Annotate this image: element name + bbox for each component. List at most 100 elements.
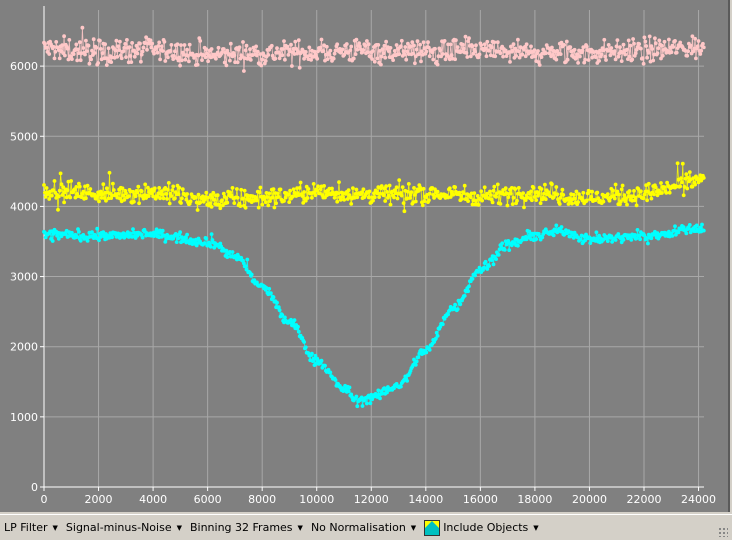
data-point-0-332 bbox=[331, 56, 336, 61]
data-point-2-158 bbox=[180, 235, 184, 240]
chevron-down-icon: ▼ bbox=[410, 524, 417, 532]
data-point-1-413 bbox=[402, 209, 407, 214]
data-point-0-698 bbox=[651, 58, 656, 63]
data-point-1-411 bbox=[400, 185, 405, 190]
data-point-0-116 bbox=[143, 41, 148, 45]
data-point-0-558 bbox=[529, 44, 533, 49]
data-point-1-250 bbox=[260, 202, 265, 207]
data-point-2-238 bbox=[249, 272, 254, 277]
data-point-2-587 bbox=[554, 223, 559, 228]
data-point-1-364 bbox=[359, 190, 364, 195]
data-point-2-184 bbox=[202, 241, 207, 246]
data-point-0-575 bbox=[543, 51, 548, 56]
data-point-0-104 bbox=[132, 54, 137, 59]
data-point-1-79 bbox=[111, 181, 115, 186]
data-point-0-391 bbox=[383, 55, 388, 60]
data-point-0-639 bbox=[599, 52, 604, 57]
data-point-2-556 bbox=[527, 229, 532, 234]
data-point-0-300 bbox=[303, 50, 308, 54]
data-point-0-427 bbox=[414, 47, 419, 52]
data-point-1-376 bbox=[370, 195, 374, 200]
data-point-0-611 bbox=[575, 52, 580, 56]
data-point-2-309 bbox=[311, 356, 316, 361]
data-point-0-77 bbox=[109, 60, 114, 64]
data-point-1-531 bbox=[505, 203, 510, 208]
data-point-2-513 bbox=[489, 258, 494, 262]
data-point-1-53 bbox=[88, 187, 93, 191]
data-point-1-127 bbox=[152, 186, 157, 191]
x-tick-label-9: 18000 bbox=[517, 493, 552, 506]
data-point-1-501 bbox=[479, 189, 484, 194]
data-point-1-469 bbox=[451, 192, 456, 197]
data-point-0-23 bbox=[62, 34, 66, 39]
data-point-0-100 bbox=[129, 60, 134, 64]
data-point-1-426 bbox=[413, 199, 418, 204]
data-point-0-505 bbox=[482, 42, 487, 47]
data-point-1-75 bbox=[107, 170, 112, 175]
data-point-0-267 bbox=[275, 46, 279, 51]
data-point-1-395 bbox=[386, 193, 391, 198]
data-point-0-65 bbox=[98, 47, 103, 51]
data-point-2-154 bbox=[176, 236, 181, 241]
filter-dropdown[interactable]: LP Filter ▼ bbox=[0, 517, 62, 539]
data-point-1-410 bbox=[399, 193, 404, 198]
data-point-0-632 bbox=[593, 55, 598, 59]
data-point-1-402 bbox=[392, 188, 397, 193]
data-point-1-523 bbox=[498, 202, 503, 206]
data-point-2-370 bbox=[365, 401, 369, 406]
data-point-1-155 bbox=[177, 185, 182, 190]
data-point-1-559 bbox=[530, 198, 534, 203]
binning-dropdown[interactable]: Binning 32 Frames ▼ bbox=[186, 517, 307, 539]
normalisation-dropdown[interactable]: No Normalisation ▼ bbox=[307, 517, 420, 539]
data-point-1-201 bbox=[217, 202, 222, 207]
data-point-1-199 bbox=[215, 193, 220, 198]
y-tick-label-4: 4000 bbox=[10, 200, 38, 213]
data-point-1-750 bbox=[696, 180, 701, 185]
data-point-2-359 bbox=[355, 404, 360, 409]
data-point-1-330 bbox=[330, 186, 334, 191]
data-point-1-549 bbox=[521, 191, 525, 196]
data-point-0-55 bbox=[90, 48, 94, 53]
plot-area[interactable]: 0 2000 4000 6000 8000 10000 12000 14000 16000 180… bbox=[0, 0, 730, 512]
data-point-1-632 bbox=[593, 198, 598, 203]
data-point-0-58 bbox=[92, 51, 97, 55]
data-point-2-334 bbox=[333, 378, 338, 382]
data-point-0-506 bbox=[483, 46, 488, 51]
data-point-1-188 bbox=[206, 195, 211, 200]
data-point-2-756 bbox=[701, 228, 706, 233]
data-point-1-587 bbox=[554, 185, 559, 189]
include-objects-dropdown[interactable]: Include Objects ▼ bbox=[420, 517, 543, 539]
data-point-1-69 bbox=[102, 196, 107, 200]
data-point-0-228 bbox=[241, 40, 245, 44]
data-point-1-442 bbox=[427, 191, 432, 196]
data-point-1-311 bbox=[313, 193, 318, 198]
data-point-0-513 bbox=[489, 45, 494, 50]
data-point-1-679 bbox=[634, 203, 639, 208]
data-point-1-605 bbox=[570, 201, 574, 206]
data-point-0-320 bbox=[321, 49, 326, 53]
data-point-2-260 bbox=[269, 291, 273, 296]
data-point-0-265 bbox=[273, 56, 278, 61]
data-point-1-478 bbox=[459, 193, 464, 198]
data-point-1-726 bbox=[675, 161, 680, 166]
data-point-2-298 bbox=[302, 340, 306, 344]
mode-dropdown[interactable]: Signal-minus-Noise ▼ bbox=[62, 517, 186, 539]
data-point-0-674 bbox=[630, 57, 635, 62]
data-point-1-661 bbox=[619, 199, 623, 204]
data-point-0-333 bbox=[332, 51, 337, 56]
data-point-0-725 bbox=[674, 50, 679, 55]
data-point-1-730 bbox=[679, 176, 683, 181]
data-point-2-136 bbox=[160, 228, 165, 233]
data-point-2-416 bbox=[405, 379, 409, 383]
data-point-0-149 bbox=[172, 54, 176, 58]
data-point-1-678 bbox=[633, 195, 638, 200]
data-point-1-505 bbox=[482, 185, 487, 190]
data-point-1-708 bbox=[660, 191, 664, 195]
data-point-2-15 bbox=[55, 233, 59, 238]
data-point-0-517 bbox=[493, 54, 498, 59]
data-point-1-421 bbox=[409, 190, 414, 195]
data-point-1-271 bbox=[278, 187, 283, 192]
resize-grip[interactable] bbox=[718, 527, 728, 537]
data-point-1-652 bbox=[611, 188, 615, 193]
data-point-0-501 bbox=[479, 43, 484, 47]
